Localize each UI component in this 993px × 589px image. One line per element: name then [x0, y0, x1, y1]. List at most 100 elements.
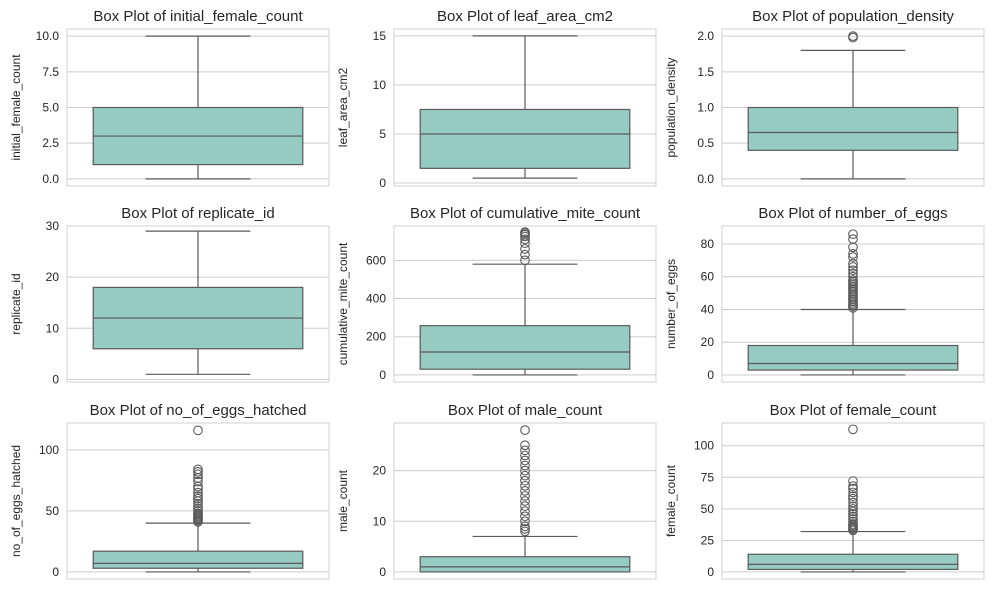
outlier-point: [848, 487, 858, 498]
iqr-box: [747, 553, 959, 571]
chart-title: Box Plot of population_density: [752, 8, 954, 25]
outlier-point: [848, 514, 858, 524]
outlier-point: [848, 275, 858, 285]
y-tick-label: 5: [379, 127, 386, 141]
plot-frame: [66, 28, 330, 187]
outlier-point: [848, 234, 858, 244]
outlier-point: [520, 511, 530, 522]
outlier-point: [848, 424, 858, 435]
y-tick-label: 100: [39, 443, 59, 457]
outlier-point: [520, 227, 530, 237]
outlier-point: [520, 521, 530, 532]
y-tick-label: 15: [373, 29, 387, 43]
outlier-point: [520, 234, 530, 245]
plot-frame: [393, 225, 657, 383]
y-tick-label: 100: [694, 439, 714, 453]
y-tick-label: 400: [366, 292, 386, 306]
outlier-point: [848, 501, 858, 512]
outlier-point: [520, 524, 530, 534]
outlier-point: [848, 268, 858, 279]
outlier-point: [848, 265, 858, 276]
y-tick-label: 50: [46, 504, 60, 518]
subplot-3: 0.0 0.5 1.0 1.5 2.0 Box Plot of population_de…: [664, 8, 985, 187]
subplot-7: 0 50 100 Box Plot of no_of_eggs_hatched no_o…: [9, 402, 330, 580]
outlier-point: [520, 496, 530, 506]
chart-title: Box Plot of female_count: [770, 402, 938, 419]
outlier-point: [848, 493, 858, 504]
subplot-6: 0 20 40 60 80 Box Plot of number_of_eggsnumbe…: [664, 205, 985, 383]
outlier-point: [520, 425, 530, 435]
y-tick-label: 5.0: [42, 101, 59, 115]
y-tick-label: 0: [707, 565, 714, 579]
y-tick-label: 7.5: [42, 65, 59, 79]
y-axis-label: female_count: [664, 464, 678, 537]
plot-frame: [721, 225, 985, 383]
y-tick-label: 0: [379, 565, 386, 579]
y-tick-label: 2.5: [42, 136, 59, 150]
chart-title: Box Plot of leaf_area_cm2: [437, 8, 613, 25]
outlier-point: [848, 31, 858, 41]
outlier-point: [848, 497, 858, 508]
subplot-5: 0 200 400 600 Box Plot of cumulative_mite_co…: [336, 205, 657, 383]
chart-title: Box Plot of male_count: [448, 402, 603, 419]
y-tick-label: 20: [701, 335, 715, 349]
y-tick-label: 10: [46, 321, 60, 335]
outlier-point: [520, 526, 530, 537]
outlier-point: [193, 503, 203, 514]
outlier-point: [193, 508, 203, 519]
y-tick-label: 30: [46, 219, 60, 233]
outlier-point: [848, 491, 858, 502]
outlier-point: [848, 476, 858, 486]
plot-frame: [66, 422, 330, 580]
outlier-point: [848, 481, 858, 491]
outlier-point: [193, 491, 203, 502]
outlier-point: [520, 486, 530, 496]
outlier-point: [848, 503, 858, 514]
y-axis-label: population_density: [664, 57, 678, 157]
outlier-point: [193, 493, 203, 504]
plot-frame: [721, 422, 985, 580]
outlier-point: [848, 519, 858, 529]
iqr-box: [747, 106, 959, 151]
outlier-point: [848, 262, 858, 272]
outlier-point: [193, 476, 203, 487]
outlier-point: [520, 501, 530, 511]
y-tick-label: 0: [707, 368, 714, 382]
y-tick-label: 40: [701, 302, 715, 316]
outlier-point: [193, 469, 203, 480]
outlier-point: [848, 258, 858, 269]
y-tick-label: 200: [366, 330, 386, 344]
subplot-1: 0.0 2.5 5.0 7.5 10.0 Box Plot of initial_fema…: [9, 8, 330, 187]
outlier-point: [520, 450, 530, 461]
y-tick-label: 10: [373, 514, 387, 528]
y-tick-label: 25: [701, 533, 715, 547]
y-axis-label: cumulative_mite_count: [336, 242, 350, 365]
plot-frame: [66, 225, 330, 383]
outlier-point: [848, 229, 858, 240]
y-tick-label: 0: [379, 368, 386, 382]
outlier-point: [193, 425, 203, 436]
outlier-point: [848, 271, 858, 282]
iqr-box: [747, 344, 959, 371]
iqr-box: [419, 325, 631, 370]
outlier-point: [520, 440, 530, 451]
y-axis-label: number_of_eggs: [664, 259, 678, 349]
y-tick-label: 50: [701, 502, 715, 516]
outlier-point: [520, 455, 530, 466]
y-axis-label: male_count: [336, 469, 350, 532]
y-tick-label: 0: [379, 176, 386, 190]
y-axis-label: replicate_id: [9, 273, 23, 334]
outlier-point: [520, 475, 530, 486]
outlier-point: [520, 470, 530, 481]
y-tick-label: 0: [52, 372, 59, 386]
y-tick-label: 1.0: [697, 101, 714, 115]
outlier-point: [848, 511, 858, 522]
y-tick-label: 75: [701, 470, 715, 484]
y-axis-label: leaf_area_cm2: [336, 67, 350, 147]
y-tick-label: 1.5: [697, 65, 714, 79]
subplot-9: 0 25 50 75 100 Box Plot of female_countfemale…: [664, 402, 985, 580]
outlier-point: [848, 252, 858, 262]
y-tick-label: 60: [701, 270, 715, 284]
outlier-point: [193, 498, 203, 509]
